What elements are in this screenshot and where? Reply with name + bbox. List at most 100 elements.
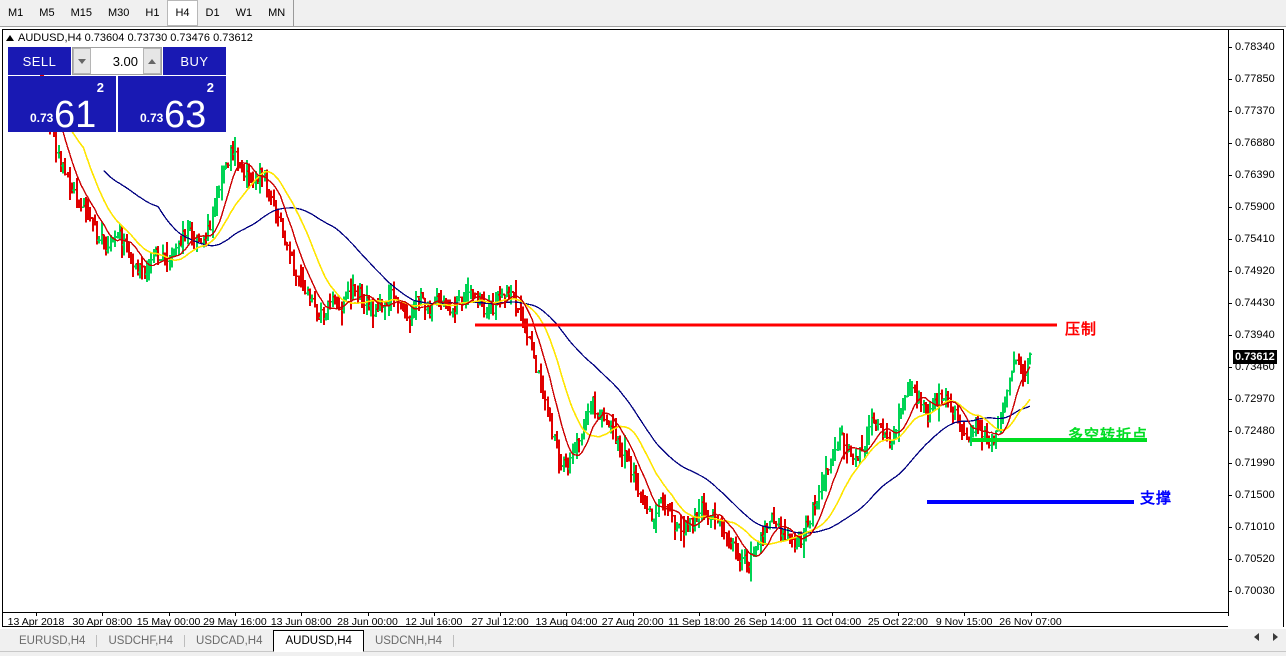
time-axis-tick [36,612,37,616]
price-axis-label: 0.77370 [1235,104,1275,117]
price-axis[interactable]: 0.78340 0.77850 0.77370 0.76880 0.76390 0.759… [1228,30,1283,627]
ma-fast-line [48,88,1031,557]
sell-price-fraction: 2 [96,80,104,95]
tab-separator [453,635,455,647]
chevron-down-icon [78,58,86,64]
time-axis-label: 29 May 16:00 [203,616,267,628]
price-axis-label: 0.73940 [1235,329,1275,342]
candlestick-svg [34,50,1147,582]
time-axis-line [3,612,1228,613]
timeframe-button-m5[interactable]: M5 [31,0,63,26]
chart-tab-audusd[interactable]: AUDUSD,H4 [273,630,364,652]
time-axis-label: 11 Sep 18:00 [668,616,730,628]
tab-bar-divider [0,651,1286,652]
time-axis-label: 15 May 00:00 [136,616,201,628]
current-price-label: 0.73612 [1233,349,1277,364]
chart-area[interactable]: AUDUSD,H4 0.73604 0.73730 0.73476 0.7361… [0,27,1286,629]
price-axis-tick [1228,174,1232,176]
price-plot[interactable]: 压制 多空转折点 支撑 [3,30,1228,610]
price-axis-label: 0.72970 [1235,392,1275,405]
buy-price-prefix: 0.73 [140,111,164,125]
time-axis-tick [367,612,369,616]
price-axis-line [1228,30,1229,616]
time-axis-label: 25 Oct 22:00 [867,616,928,628]
price-axis-tick [1228,271,1232,273]
volume-decrement-button[interactable] [73,48,91,74]
sell-button[interactable]: SELL [8,47,71,75]
timeframe-button-d1[interactable]: D1 [197,0,228,26]
scroll-left-icon[interactable] [1254,633,1259,641]
tab-separator [96,635,98,647]
collapse-triangle-icon[interactable] [6,34,14,41]
time-axis-label: 28 Jun 00:00 [337,616,398,628]
time-axis-tick [500,612,502,616]
chart-tab-usdcnh[interactable]: USDCNH,H4 [374,635,443,647]
time-axis[interactable]: 13 Apr 2018 30 Apr 08:00 15 May 00:00 29 Ma… [3,612,1283,628]
price-axis-label: 0.76390 [1235,168,1275,181]
buy-price-fraction: 2 [206,80,214,95]
chart-tab-eurusd[interactable]: EURUSD,H4 [19,635,86,647]
price-axis-label: 0.71990 [1235,456,1275,469]
one-click-trading-panel[interactable]: SELL 3.00 BUY 0.73 61 2 [8,47,226,142]
price-axis-label: 0.74920 [1235,265,1275,278]
chart-tab-usdchf[interactable]: USDCHF,H4 [108,635,174,647]
sell-price-box[interactable]: 0.73 61 2 [8,76,116,134]
time-axis-label: 27 Jul 12:00 [471,616,529,628]
timeframe-button-group: M1 M5 M15 M30 H1 H4 D1 W1 MN [0,0,295,26]
price-axis-label: 0.78340 [1235,41,1275,53]
price-axis-tick [1228,559,1232,561]
timeframe-button-h4[interactable]: H4 [167,0,198,26]
price-axis-label: 0.76880 [1235,136,1275,149]
support-label: 支撑 [1140,490,1173,507]
price-axis-tick [1228,79,1232,81]
time-axis-label: 26 Sep 14:00 [734,616,797,628]
scroll-right-icon[interactable] [1273,633,1278,641]
price-axis-tick [1228,206,1232,208]
oct-price-row: 0.73 61 2 0.73 63 2 [8,76,226,136]
time-axis-label: 27 Aug 20:00 [601,616,664,628]
tab-scroll-arrows [1254,633,1278,641]
price-axis-label: 0.72480 [1235,424,1275,437]
time-axis-tick [102,612,104,616]
time-axis-label: 26 Nov 07:00 [999,616,1062,628]
volume-stepper[interactable]: 3.00 [72,47,162,75]
chart-tab-usdcad[interactable]: USDCAD,H4 [196,635,263,647]
symbol-info-line: AUDUSD,H4 0.73604 0.73730 0.73476 0.7361… [6,31,253,44]
time-axis-tick [699,612,700,616]
price-axis-tick [1228,430,1232,432]
time-axis-tick [301,612,303,616]
time-axis-label: 13 Aug 04:00 [535,616,598,628]
timeframe-button-h1[interactable]: H1 [137,0,168,26]
symbol-ohlc-text: AUDUSD,H4 0.73604 0.73730 0.73476 0.7361… [18,31,253,44]
time-axis-label: 13 Jun 08:00 [270,616,332,628]
price-axis-tick [1228,142,1232,144]
time-axis-tick [168,612,170,616]
chart-tabs: EURUSD,H4 USDCHF,H4 USDCAD,H4 AUDUSD,H4 … [8,630,455,652]
buy-price-pips: 63 [164,94,207,136]
time-axis-tick [632,612,634,616]
price-axis-tick [1228,462,1232,464]
volume-input[interactable]: 3.00 [91,48,143,74]
price-axis-label: 0.77850 [1235,73,1275,86]
time-axis-tick [831,612,833,616]
timeframe-button-m15[interactable]: M15 [62,0,100,26]
resistance-label: 压制 [1065,321,1098,338]
timeframe-button-m30[interactable]: M30 [99,0,138,26]
time-axis-tick [234,612,236,616]
buy-price-box[interactable]: 0.73 63 2 [118,76,226,136]
time-axis-label: 13 Apr 2018 [7,616,65,628]
timeframe-button-m1[interactable]: M1 [0,0,32,26]
timeframe-button-mn[interactable]: MN [260,0,294,26]
price-axis-tick [1228,591,1232,593]
price-axis-tick [1228,238,1232,240]
buy-button[interactable]: BUY [163,47,226,75]
time-axis-tick [566,612,568,616]
price-axis-label: 0.75410 [1235,232,1275,245]
price-axis-tick [1228,398,1232,400]
timeframe-button-w1[interactable]: W1 [227,0,261,26]
time-axis-tick [1030,612,1032,616]
price-axis-tick [1228,495,1232,497]
time-axis-tick [964,612,966,616]
volume-increment-button[interactable] [143,48,161,74]
trend-lines [475,323,1147,504]
